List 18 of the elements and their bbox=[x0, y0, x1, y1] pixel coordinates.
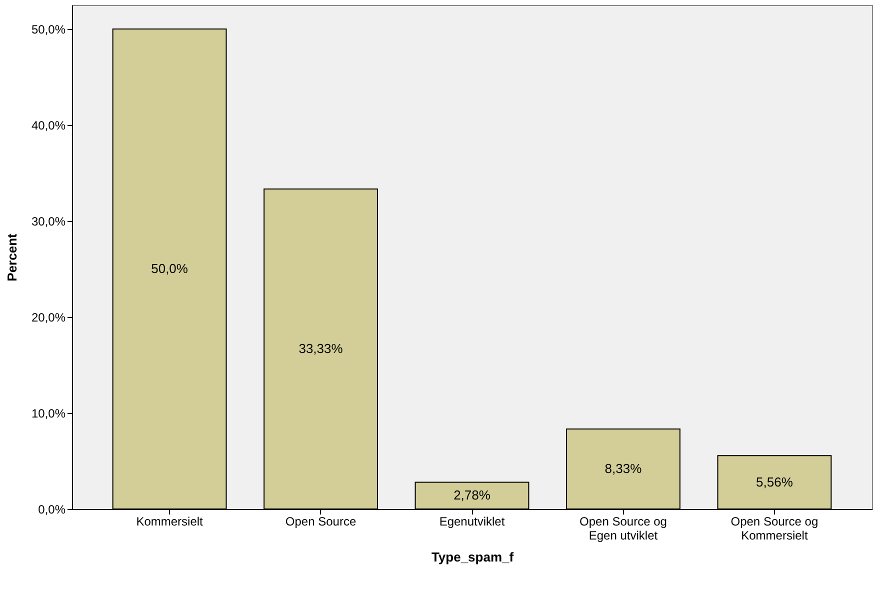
x-tick-label: Open Source og Kommersielt bbox=[730, 514, 818, 542]
x-tick-label: Open Source bbox=[285, 514, 356, 528]
y-tick-label: 20,0% bbox=[31, 310, 66, 324]
x-axis-title: Type_spam_f bbox=[431, 550, 514, 564]
y-tick-label: 50,0% bbox=[31, 22, 66, 36]
data-label: 8,33% bbox=[604, 461, 642, 476]
x-tick-label: Kommersielt bbox=[136, 514, 204, 528]
y-axis-title: Percent bbox=[4, 232, 20, 282]
y-tick-label: 30,0% bbox=[31, 214, 66, 228]
data-label: 33,33% bbox=[298, 341, 344, 356]
x-tick-label: Egenutviklet bbox=[439, 514, 506, 528]
data-label: 5,56% bbox=[756, 474, 794, 490]
data-label: 50,0% bbox=[151, 261, 188, 276]
y-tick-label: 10,0% bbox=[31, 406, 66, 420]
y-tick-label: 40,0% bbox=[31, 118, 66, 132]
x-tick-label: Open Source og Egen utviklet bbox=[580, 514, 667, 542]
y-tick-label: 0,0% bbox=[38, 502, 66, 516]
data-label: 2,78% bbox=[454, 488, 491, 503]
